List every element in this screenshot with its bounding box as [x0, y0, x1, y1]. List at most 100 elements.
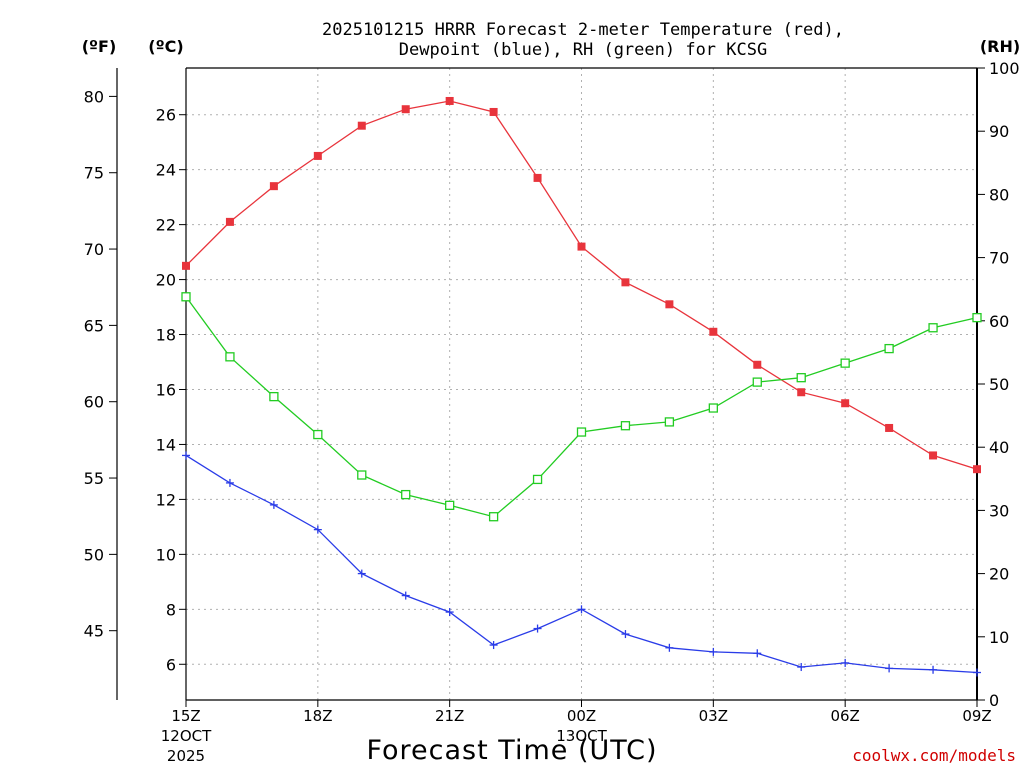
- fahrenheit-tick-label: 75: [84, 164, 104, 183]
- celsius-tick-label: 20: [156, 271, 176, 290]
- dewpoint-point: [929, 665, 938, 674]
- x-tick-label: 00Z: [567, 707, 596, 725]
- fahrenheit-tick-label: 65: [84, 316, 104, 335]
- fahrenheit-axis-unit: (ºF): [82, 37, 117, 56]
- x-tick-label: 09Z: [962, 707, 991, 725]
- x-tick-label: 21Z: [435, 707, 464, 725]
- temperature-point: [841, 399, 850, 408]
- celsius-tick-label: 26: [156, 106, 176, 125]
- x-tick-label: 03Z: [699, 707, 728, 725]
- rh-point: [664, 417, 675, 427]
- dewpoint-point: [225, 478, 234, 487]
- rh-point: [225, 352, 235, 362]
- celsius-tick-label: 6: [166, 655, 176, 674]
- x-tick-year-label: 2025: [167, 747, 205, 765]
- fahrenheit-tick-label: 80: [84, 87, 104, 106]
- dewpoint-point: [313, 525, 322, 534]
- dewpoint-point: [533, 624, 542, 633]
- fahrenheit-tick-label: 70: [84, 240, 104, 259]
- rh-point: [269, 391, 279, 402]
- temperature-point: [357, 121, 366, 130]
- dewpoint-point: [797, 663, 806, 672]
- rh-point: [576, 427, 587, 437]
- celsius-tick-label: 16: [156, 380, 176, 399]
- dewpoint-point: [709, 647, 718, 656]
- rh-point: [752, 377, 762, 387]
- temperature-point: [401, 105, 410, 114]
- rh-tick-label: 100: [989, 59, 1020, 78]
- rh-point: [445, 500, 455, 510]
- rh-axis-unit: (RH): [980, 37, 1020, 56]
- rh-point: [620, 421, 631, 431]
- fahrenheit-tick-label: 45: [84, 622, 104, 641]
- rh-tick-label: 40: [989, 438, 1009, 457]
- rh-tick-label: 50: [989, 375, 1009, 394]
- x-axis-title: Forecast Time (UTC): [366, 735, 657, 766]
- rh-point: [488, 512, 499, 522]
- temperature-point: [709, 327, 718, 336]
- dewpoint-point: [973, 668, 981, 677]
- x-tick-date-label: 13OCT: [556, 727, 607, 745]
- dewpoint-point: [401, 591, 410, 600]
- x-tick-label: 06Z: [830, 707, 859, 725]
- data-series: [181, 96, 982, 677]
- celsius-tick-label: 12: [156, 490, 176, 509]
- rh-point: [401, 489, 411, 500]
- temperature-point: [313, 151, 322, 160]
- rh-point: [181, 292, 191, 302]
- temperature-point: [753, 360, 762, 369]
- rh-tick-label: 70: [989, 249, 1009, 268]
- temperature-point: [225, 217, 234, 226]
- dewpoint-point: [182, 451, 190, 460]
- rh-tick-label: 60: [989, 312, 1009, 331]
- temperature-point: [269, 182, 278, 191]
- x-tick-date-label: 12OCT: [161, 727, 212, 745]
- rh-tick-label: 10: [989, 628, 1009, 647]
- celsius-tick-label: 10: [156, 545, 176, 564]
- celsius-tick-label: 22: [156, 216, 176, 235]
- dewpoint-point: [885, 664, 894, 673]
- dewpoint-point: [489, 641, 498, 650]
- temperature-point: [621, 278, 630, 287]
- rh-point: [928, 323, 938, 333]
- dewpoint-point: [841, 658, 850, 667]
- fahrenheit-tick-label: 55: [84, 469, 104, 488]
- dewpoint-point: [577, 605, 586, 614]
- gridlines: [186, 68, 977, 700]
- temperature-point: [533, 173, 542, 182]
- celsius-tick-label: 14: [156, 435, 176, 454]
- tick-labels: 6 8 10 12 14 16 18 20 22 24 26 45 50 55 60 65 70 75 80 0 10 2…: [84, 59, 1020, 765]
- rh-tick-label: 0: [989, 691, 999, 710]
- credit-text: coolwx.com/models: [852, 746, 1016, 765]
- dewpoint-point: [445, 608, 454, 617]
- temperature-point: [489, 107, 498, 116]
- rh-tick-label: 80: [989, 185, 1009, 204]
- temperature-point: [929, 451, 938, 460]
- rh-point: [796, 373, 806, 383]
- temperature-point: [577, 242, 586, 251]
- rh-point: [884, 343, 894, 354]
- celsius-tick-label: 18: [156, 326, 176, 345]
- temperature-point: [797, 388, 806, 397]
- axes: [109, 67, 985, 707]
- rh-point: [708, 403, 718, 413]
- temperature-point: [445, 96, 454, 105]
- temperature-point: [665, 300, 674, 309]
- chart-title-line-2: Dewpoint (blue), RH (green) for KCSG: [399, 40, 767, 60]
- dewpoint-point: [753, 649, 762, 658]
- temperature-point: [885, 423, 894, 432]
- fahrenheit-tick-label: 60: [84, 393, 104, 412]
- fahrenheit-tick-label: 50: [84, 545, 104, 564]
- temperature-point: [973, 465, 981, 474]
- rh-point: [357, 470, 367, 480]
- rh-tick-label: 30: [989, 501, 1009, 520]
- rh-point: [972, 312, 982, 323]
- celsius-tick-label: 8: [166, 600, 176, 619]
- celsius-tick-label: 24: [156, 161, 176, 180]
- rh-tick-label: 20: [989, 565, 1009, 584]
- dewpoint-point: [357, 569, 366, 578]
- celsius-axis-unit: (ºC): [148, 37, 183, 56]
- temperature-point: [182, 261, 190, 270]
- rh-point: [313, 429, 323, 440]
